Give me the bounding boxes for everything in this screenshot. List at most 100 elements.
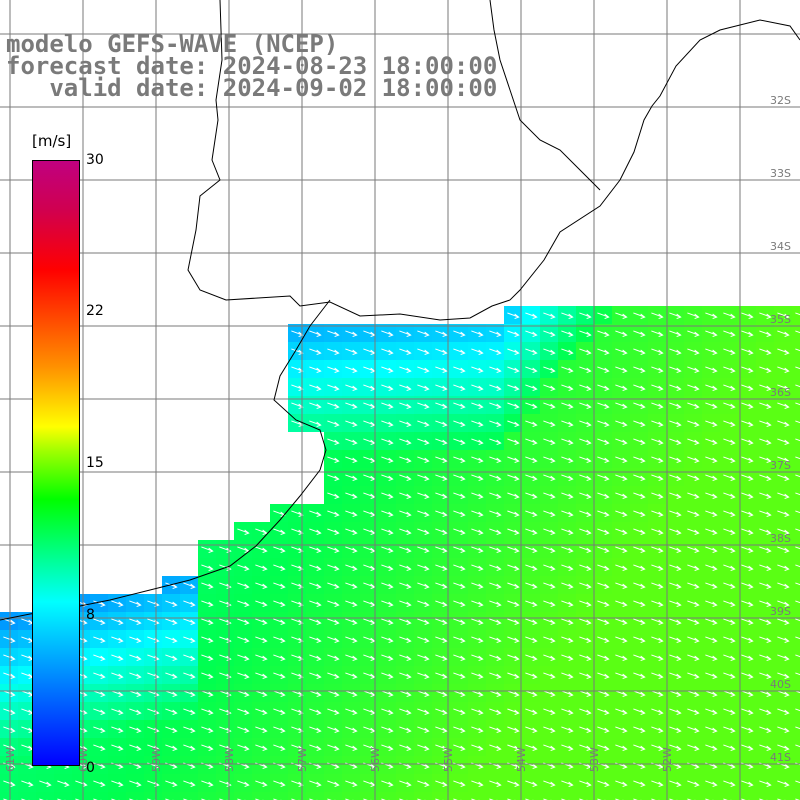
wind-arrow [651, 690, 664, 698]
wind-arrow [237, 726, 250, 734]
wind-arrow [543, 348, 556, 356]
wind-arrow [615, 420, 628, 428]
wind-arrow [435, 600, 448, 608]
colorbar-tick: 15 [86, 455, 104, 471]
wind-arrow [399, 492, 412, 500]
wind-arrow [291, 672, 304, 680]
wind-arrow [561, 474, 574, 482]
wind-arrow [381, 564, 394, 572]
wind-arrow [471, 348, 484, 356]
wind-arrow [543, 636, 556, 644]
wind-cell [414, 792, 432, 800]
wind-arrow [273, 546, 286, 554]
wind-arrow [399, 402, 412, 410]
wind-arrow [435, 744, 448, 752]
wind-arrow [435, 654, 448, 662]
wind-arrow [255, 690, 268, 698]
wind-arrow [597, 564, 610, 572]
wind-arrow [561, 384, 574, 392]
wind-arrow [255, 564, 268, 572]
wind-arrow [183, 726, 196, 734]
wind-arrow [327, 672, 340, 680]
wind-arrow [687, 708, 700, 716]
wind-arrow [435, 474, 448, 482]
wind-cell [288, 792, 306, 800]
wind-arrow [543, 672, 556, 680]
wind-arrow [759, 348, 772, 356]
coastline [187, 0, 800, 321]
wind-arrow [705, 636, 718, 644]
wind-arrow [399, 708, 412, 716]
wind-arrow [597, 546, 610, 554]
wind-arrow [507, 672, 520, 680]
wind-arrow [201, 582, 214, 590]
wind-cell [792, 576, 800, 594]
wind-arrow [669, 690, 682, 698]
wind-cell [792, 720, 800, 738]
wind-arrow [435, 546, 448, 554]
wind-arrow [561, 348, 574, 356]
wind-arrow [489, 618, 502, 626]
wind-arrow [705, 456, 718, 464]
wind-arrow [543, 312, 556, 320]
wind-arrow [57, 780, 70, 788]
wind-arrow [273, 618, 286, 626]
wind-arrow [3, 636, 16, 644]
wind-arrow [741, 690, 754, 698]
wind-arrow [255, 780, 268, 788]
wind-arrow [399, 744, 412, 752]
wind-arrow [3, 618, 16, 626]
wind-arrow [291, 636, 304, 644]
wind-arrow [201, 546, 214, 554]
wind-cell [792, 522, 800, 540]
wind-arrow [417, 528, 430, 536]
wind-arrow [669, 438, 682, 446]
wind-arrow [633, 636, 646, 644]
wind-arrow [777, 780, 790, 788]
wind-arrow [723, 726, 736, 734]
wind-arrow [741, 312, 754, 320]
wind-arrow [759, 780, 772, 788]
latitude-label: 39S [770, 605, 791, 618]
wind-arrow [561, 492, 574, 500]
wind-cell [144, 792, 162, 800]
wind-arrow [3, 780, 16, 788]
wind-arrow [273, 690, 286, 698]
wind-arrow [759, 474, 772, 482]
wind-arrow [345, 654, 358, 662]
wind-arrow [291, 330, 304, 338]
wind-arrow [453, 780, 466, 788]
wind-arrow [579, 366, 592, 374]
wind-arrow [525, 402, 538, 410]
wind-arrow [669, 510, 682, 518]
wind-arrow [417, 744, 430, 752]
wind-arrow [129, 690, 142, 698]
wind-cell [792, 432, 800, 450]
wind-arrow [417, 438, 430, 446]
wind-arrow [633, 744, 646, 752]
wind-arrow [525, 330, 538, 338]
wind-arrow [651, 618, 664, 626]
wind-arrow [669, 600, 682, 608]
wind-arrow [669, 456, 682, 464]
wind-arrow [525, 312, 538, 320]
longitude-label: 61W [4, 747, 17, 772]
wind-arrow [255, 600, 268, 608]
wind-arrow [561, 528, 574, 536]
wind-arrow [471, 564, 484, 572]
wind-arrow [597, 528, 610, 536]
wind-arrow [687, 528, 700, 536]
wind-arrow [777, 726, 790, 734]
wind-cell [792, 486, 800, 504]
wind-arrow [795, 672, 800, 676]
wind-arrow [687, 402, 700, 410]
wind-arrow [129, 600, 142, 608]
wind-arrow [291, 366, 304, 374]
colorbar-tick: 0 [86, 760, 95, 776]
wind-arrow [417, 402, 430, 410]
wind-arrow [723, 438, 736, 446]
wind-arrow [309, 744, 322, 752]
wind-arrow [741, 366, 754, 374]
wind-arrow [417, 492, 430, 500]
wind-arrow [489, 582, 502, 590]
